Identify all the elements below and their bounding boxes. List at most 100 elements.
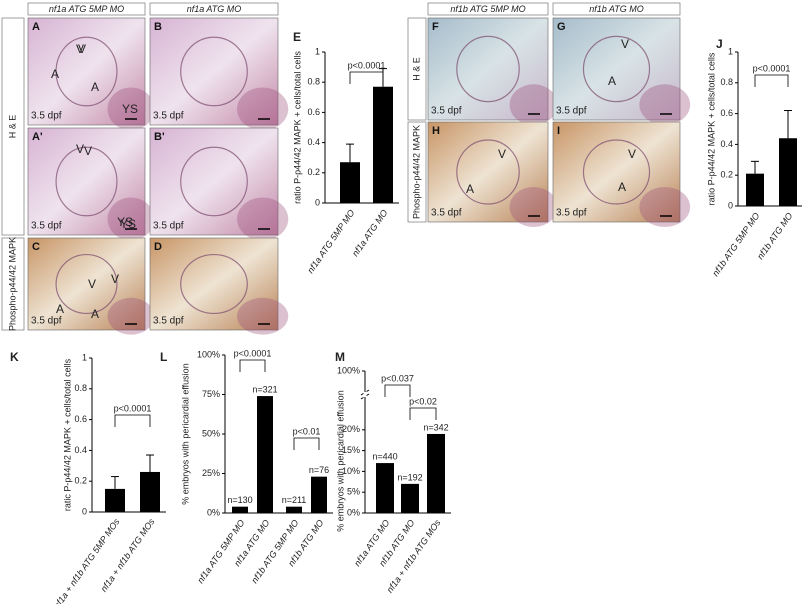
heart-outline: [456, 35, 520, 103]
significance-bracket: [293, 437, 320, 450]
p-value: p<0.037: [381, 373, 414, 383]
bar: [232, 506, 248, 513]
stage-label: 3.5 dpf: [556, 106, 587, 117]
panel-letter: A: [32, 21, 40, 33]
row-label: H & E: [7, 115, 17, 139]
bar-label: n=440: [372, 451, 397, 461]
micrograph: [552, 17, 681, 121]
y-tick-label: 100%: [337, 365, 360, 375]
y-axis-label: % embryos with pericardial effusion: [180, 363, 190, 504]
y-tick-label: 20%: [342, 424, 360, 434]
heart-outline: [180, 36, 248, 107]
y-tick-label: 0.4: [720, 139, 733, 149]
y-tick-label: 100%: [197, 349, 220, 359]
bar: [779, 138, 797, 206]
row-label: Phospho-p44/42 MAPK: [7, 237, 17, 331]
x-tick-label: nf1b ATG 5MP MO: [710, 211, 761, 278]
p-value: p<0.0001: [114, 403, 152, 413]
column-header: nf1a ATG 5MP MO: [49, 4, 124, 14]
stage-label: 3.5 dpf: [153, 221, 184, 232]
y-tick-label: 0%: [207, 507, 220, 517]
stage-label: 3.5 dpf: [556, 208, 587, 219]
bar: [746, 173, 764, 206]
stage-label: 3.5 dpf: [31, 221, 62, 232]
significance-bracket: [239, 359, 266, 372]
panel-letter: B: [154, 21, 162, 33]
p-value: p<0.02: [409, 396, 437, 406]
heart-outline: [180, 253, 248, 315]
tissue: [107, 87, 155, 131]
p-value: p<0.0001: [753, 63, 791, 73]
panel-letter: B': [154, 131, 165, 143]
column-header: nf1b ATG MO: [589, 4, 644, 14]
tissue: [639, 187, 691, 227]
micrograph: [427, 17, 549, 121]
tissue: [509, 187, 558, 227]
p-value: p<0.0001: [234, 348, 272, 358]
micrograph: [149, 127, 279, 236]
y-tick-label: 1: [315, 46, 320, 56]
stage-label: 3.5 dpf: [153, 316, 184, 327]
stage-label: 3.5 dpf: [153, 111, 184, 122]
y-tick-label: 0.4: [74, 445, 87, 455]
row-label-box: [407, 17, 427, 121]
bar-label: n=192: [397, 472, 422, 482]
bar: [257, 396, 273, 513]
bar: [105, 488, 125, 512]
row-label: H & E: [411, 57, 421, 81]
heart-outline: [582, 139, 651, 205]
tissue: [237, 297, 289, 335]
y-tick-label: 0%: [347, 507, 360, 517]
bar-label: n=321: [252, 384, 277, 394]
structure-label: A: [466, 182, 474, 196]
y-tick-label: 10%: [342, 466, 360, 476]
stage-label: 3.5 dpf: [431, 208, 462, 219]
bar-label: n=130: [227, 495, 252, 505]
tissue: [639, 84, 691, 126]
y-tick-label: 0.6: [720, 108, 733, 118]
y-axis-label: ratic P-p44/42 MAPK + cells/total cells: [62, 358, 72, 511]
y-tick-label: 75%: [202, 389, 220, 399]
panel-letter: J: [716, 37, 723, 51]
y-tick-label: 0: [315, 197, 320, 207]
structure-label: A: [618, 180, 626, 194]
x-tick-label: nf1b ATG MO: [755, 211, 794, 261]
structure-label: A: [56, 302, 64, 316]
y-tick-label: 50%: [202, 428, 220, 438]
bar: [311, 476, 327, 513]
y-tick-label: 1: [82, 352, 87, 362]
bar: [340, 162, 360, 203]
heart-outline: [55, 36, 118, 107]
column-header-box: [27, 2, 146, 16]
y-tick-label: 0.2: [307, 167, 320, 177]
structure-label: V: [628, 147, 636, 161]
y-tick-label: 15%: [342, 445, 360, 455]
column-header: nf1b ATG 5MP MO: [450, 4, 525, 14]
structure-label: V: [78, 42, 86, 56]
y-tick-label: 1: [728, 46, 733, 56]
y-axis-label: ratio P-p44/42 MAPK + cells/total cells: [706, 52, 716, 205]
micrograph: [427, 121, 549, 223]
y-tick-label: 0.2: [720, 170, 733, 180]
significance-bracket: [409, 407, 437, 420]
significance-bracket: [384, 384, 411, 397]
y-tick-label: 0.8: [720, 77, 733, 87]
bar: [427, 433, 445, 513]
structure-label: V: [84, 144, 92, 158]
panel-letter: F: [432, 21, 439, 33]
significance-bracket: [754, 74, 789, 87]
stage-label: 3.5 dpf: [431, 106, 462, 117]
tissue: [237, 87, 289, 131]
panel-letter: K: [10, 350, 19, 364]
bar: [373, 86, 393, 203]
structure-label: V: [76, 142, 84, 156]
x-tick-label: nf1a + nf1b ATG 5MP MOs: [52, 516, 122, 604]
p-value: p<0.01: [293, 426, 321, 436]
structure-label: V: [88, 277, 96, 291]
panel-letter: M: [335, 350, 345, 364]
micrograph: [149, 17, 279, 126]
y-tick-label: 0: [82, 506, 87, 516]
panel-letter: E: [293, 30, 301, 44]
stage-label: 3.5 dpf: [31, 316, 62, 327]
heart-outline: [55, 253, 118, 315]
